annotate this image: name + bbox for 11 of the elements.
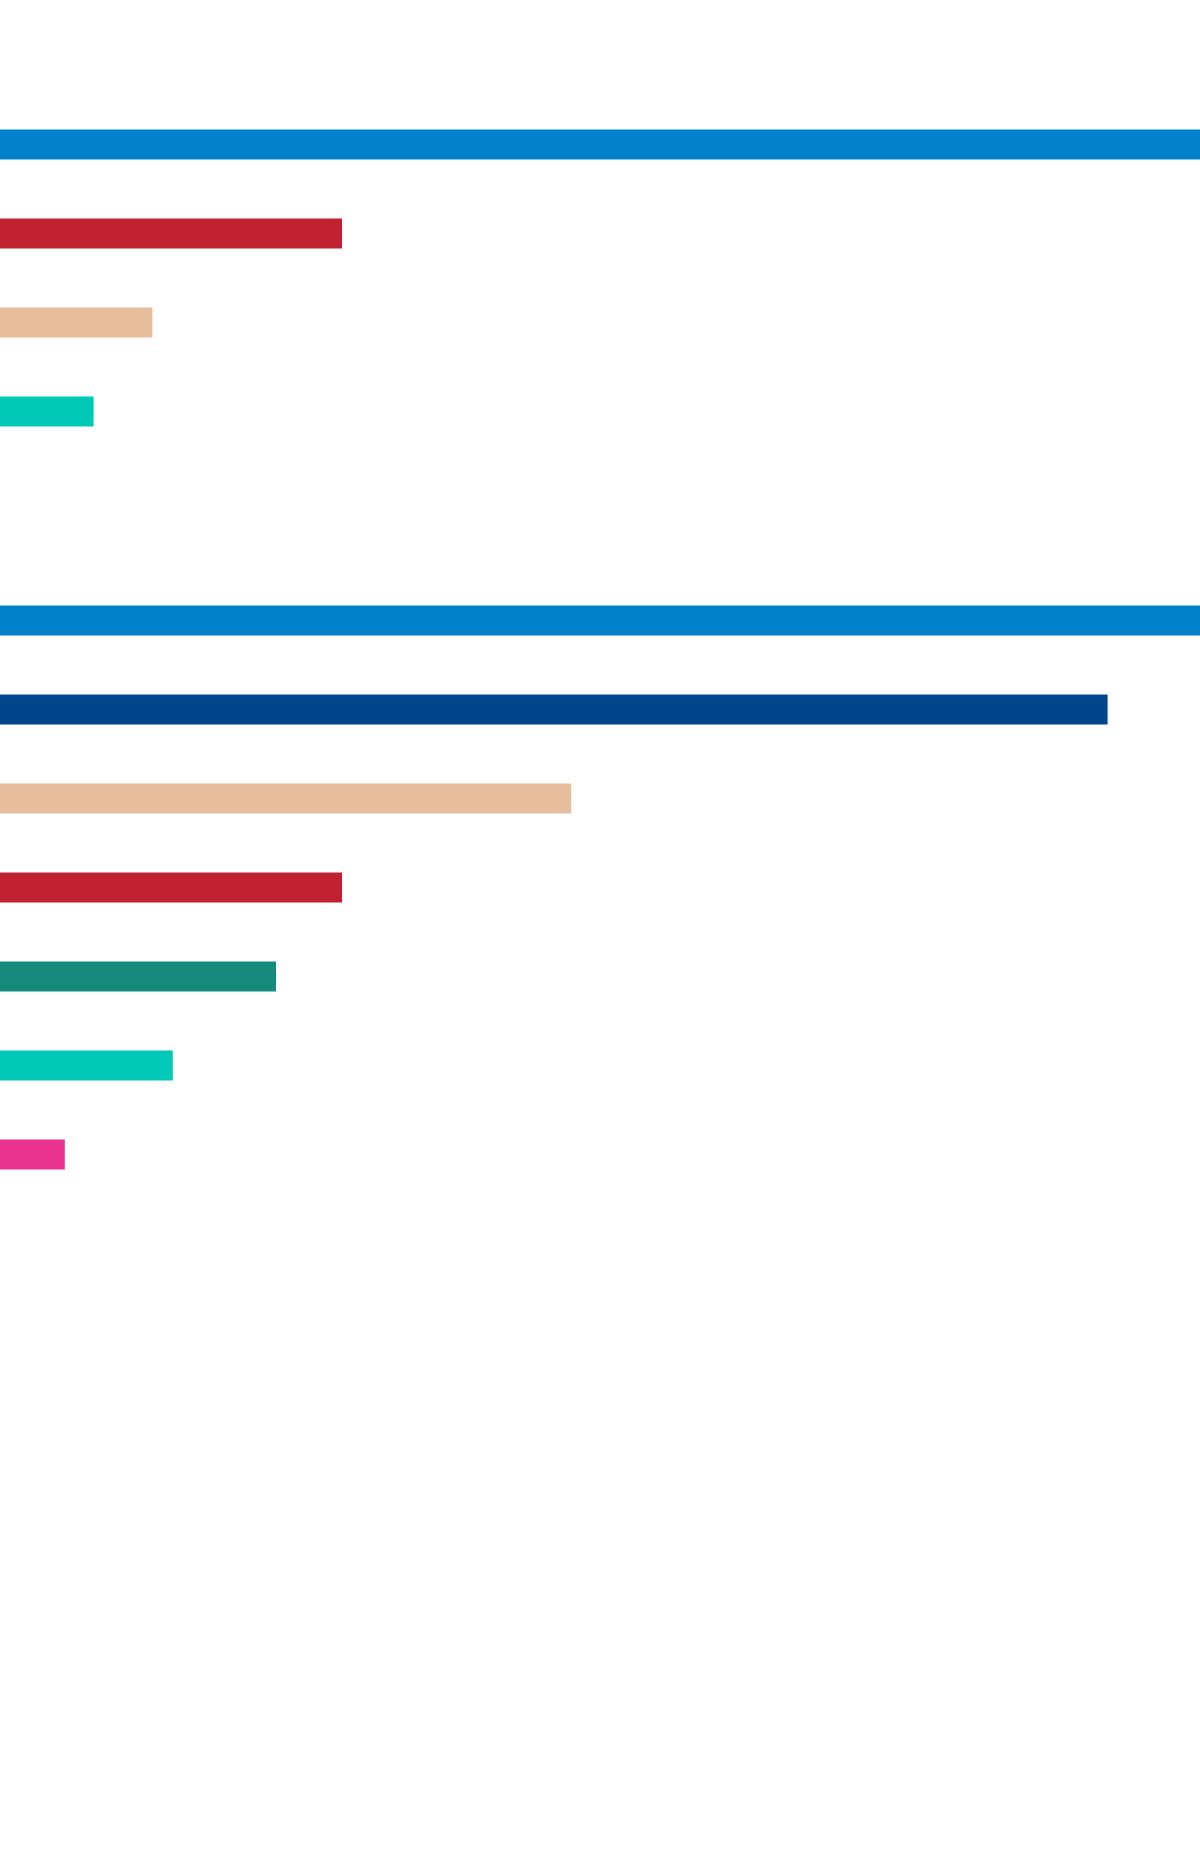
- bar: [0, 694, 1108, 725]
- bar: [0, 961, 276, 992]
- bar: [0, 1139, 65, 1170]
- bar: [0, 605, 1200, 636]
- bar: [0, 1050, 173, 1081]
- bar: [0, 129, 1200, 160]
- bar: [0, 218, 342, 249]
- bar: [0, 783, 572, 814]
- bar: [0, 307, 153, 338]
- bar: [0, 396, 94, 427]
- bar: [0, 872, 342, 903]
